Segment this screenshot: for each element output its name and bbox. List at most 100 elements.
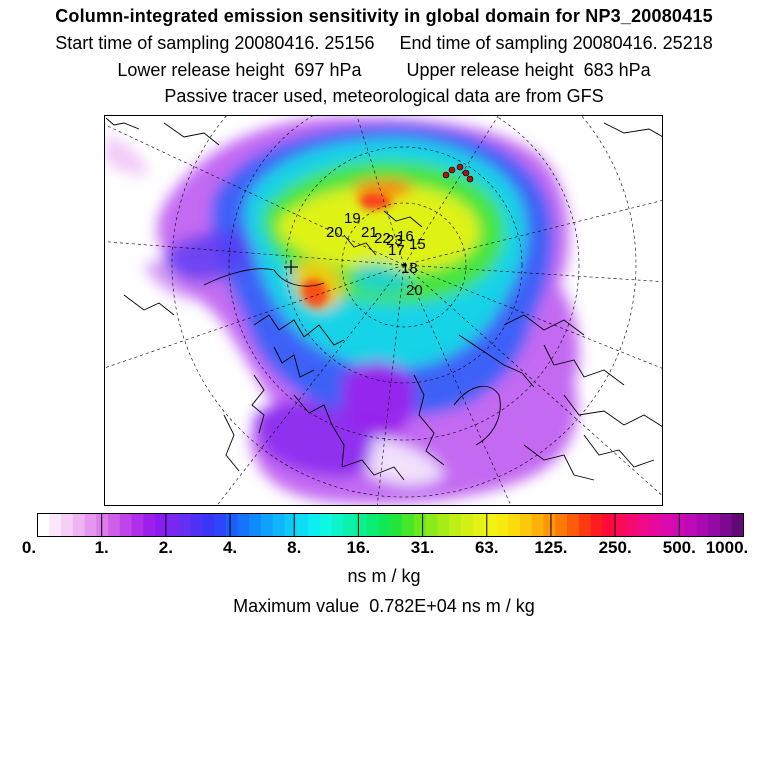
colorbar-cell xyxy=(131,513,144,537)
sensitivity-map: 19 20 17 18 20 21 22 23 16 15 xyxy=(104,115,663,506)
colorbar-cell xyxy=(637,513,650,537)
colorbar-cell xyxy=(61,513,74,537)
colorbar-cell xyxy=(284,513,297,537)
colorbar-cell xyxy=(296,513,309,537)
colorbar-cell xyxy=(366,513,380,537)
colorbar-tick-label: 31. xyxy=(410,538,435,557)
colorbar-cell xyxy=(649,513,662,537)
track-label: 20 xyxy=(326,224,343,241)
upper-release-height: Upper release height 683 hPa xyxy=(406,60,651,80)
colorbar-tick-labels: 0. 1. 2. 4. 8. 16. 31. 63. 125. 250. 500. 1000. xyxy=(0,538,768,560)
track-label: 22 xyxy=(374,230,391,247)
track-label: 21 xyxy=(361,224,378,241)
sampling-times: Start time of sampling 20080416. 25156 E… xyxy=(0,33,768,54)
colorbar-cell xyxy=(484,513,497,537)
colorbar-cell xyxy=(355,513,368,537)
colorbar-cell xyxy=(119,513,133,537)
colorbar-tick-label: 1000. xyxy=(705,538,749,557)
track-label: 15 xyxy=(409,236,426,253)
colorbar-tick-label: 250. xyxy=(598,538,632,557)
graticule xyxy=(104,115,663,506)
colorbar-tick-label: 500. xyxy=(662,538,696,557)
colorbar-cell xyxy=(202,513,215,537)
colorbar-cell xyxy=(602,513,615,537)
colorbar-cell xyxy=(249,513,262,537)
colorbar-cell xyxy=(461,513,474,537)
coastlines xyxy=(105,117,663,481)
track-label: 16 xyxy=(397,228,414,245)
track-label: 20 xyxy=(406,282,423,299)
colorbar-cell xyxy=(190,513,203,537)
colorbar-cell xyxy=(331,513,344,537)
track-label: 19 xyxy=(344,210,361,227)
colorbar-tick-label: 0. xyxy=(21,538,37,557)
colorbar-cell xyxy=(143,513,156,537)
colorbar-tick-label: 4. xyxy=(222,538,238,557)
colorbar-cell xyxy=(272,513,285,537)
colorbar-cell xyxy=(661,513,674,537)
sampling-start: Start time of sampling 20080416. 25156 xyxy=(55,33,375,53)
colorbar-cell xyxy=(308,513,321,537)
colorbar-cell xyxy=(567,513,580,537)
colorbar-cell xyxy=(696,513,709,537)
colorbar-cell xyxy=(437,513,450,537)
colorbar-cell xyxy=(425,513,438,537)
colorbar-cell xyxy=(449,513,462,537)
colorbar-cell xyxy=(214,513,227,537)
max-value: Maximum value 0.782E+04 ns m / kg xyxy=(233,596,535,616)
colorbar-cell xyxy=(414,513,427,537)
colorbar-cell xyxy=(708,513,721,537)
colorbar-cell xyxy=(590,513,603,537)
colorbar-tick-label: 8. xyxy=(287,538,302,557)
colorbar-cell xyxy=(343,513,356,537)
colorbar-cell xyxy=(719,513,733,537)
colorbar-cell xyxy=(225,513,238,537)
colorbar-tick-label: 16. xyxy=(346,538,371,557)
colorbar-cell xyxy=(49,513,62,537)
colorbar-tick-label: 63. xyxy=(474,538,499,557)
colorbar-tick-label: 2. xyxy=(158,538,173,557)
track-label: 23 xyxy=(386,232,403,249)
track-markers xyxy=(442,163,474,183)
colorbar-cell xyxy=(519,513,533,537)
sensitivity-field xyxy=(104,116,579,505)
colorbar-cell xyxy=(402,513,415,537)
colorbar-cell xyxy=(72,513,85,537)
colorbar-cell xyxy=(378,513,391,537)
colorbar-cell xyxy=(555,513,568,537)
tracer-note: Passive tracer used, meteorological data… xyxy=(164,86,604,106)
lower-release-height: Lower release height 697 hPa xyxy=(117,60,362,80)
colorbar-cell xyxy=(166,513,180,537)
colorbar-cell xyxy=(472,513,486,537)
colorbar-cell xyxy=(84,513,97,537)
colorbar-cells xyxy=(37,513,744,537)
colorbar-tick-label: 1. xyxy=(94,538,109,557)
track-label: 18 xyxy=(401,260,418,277)
colorbar-cell xyxy=(108,513,121,537)
colorbar-tick-label: 125. xyxy=(534,538,568,557)
colorbar-cell xyxy=(319,513,333,537)
colorbar-cell xyxy=(684,513,697,537)
colorbar xyxy=(37,513,744,537)
colorbar-units: ns m / kg xyxy=(347,566,421,586)
colorbar-cell xyxy=(625,513,638,537)
colorbar-cell xyxy=(390,513,403,537)
colorbar-cell xyxy=(155,513,168,537)
colorbar-cell xyxy=(543,513,556,537)
colorbar-cell xyxy=(731,513,744,537)
colorbar-cell xyxy=(261,513,274,537)
track-label: 17 xyxy=(388,242,405,259)
colorbar-cell xyxy=(496,513,509,537)
release-site-marker xyxy=(284,260,298,274)
colorbar-cell xyxy=(531,513,544,537)
colorbar-cell xyxy=(37,513,50,537)
release-heights: Lower release height 697 hPa Upper relea… xyxy=(0,60,768,81)
colorbar-cell xyxy=(96,513,109,537)
page-title: Column-integrated emission sensitivity i… xyxy=(55,6,713,26)
colorbar-cell xyxy=(178,513,191,537)
colorbar-cell xyxy=(578,513,591,537)
colorbar-cell xyxy=(508,513,521,537)
colorbar-cell xyxy=(237,513,250,537)
colorbar-cell xyxy=(614,513,627,537)
sampling-end: End time of sampling 20080416. 25218 xyxy=(399,33,713,53)
